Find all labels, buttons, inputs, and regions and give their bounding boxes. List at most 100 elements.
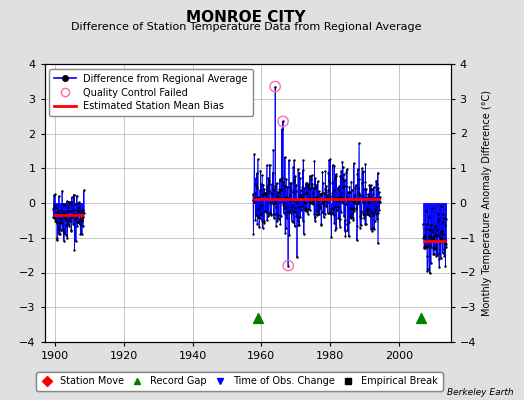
- Point: [287, 210, 295, 216]
- Point: [330, 162, 339, 169]
- Point: [316, 205, 324, 211]
- Point: [73, 223, 81, 229]
- Point: [333, 206, 341, 213]
- Point: [375, 189, 383, 195]
- Point: [260, 190, 269, 197]
- Point: [68, 194, 76, 200]
- Point: [276, 176, 284, 182]
- Point: [61, 216, 70, 222]
- Point: [299, 167, 307, 173]
- Point: [303, 181, 311, 187]
- Point: [69, 220, 77, 227]
- Point: [279, 210, 288, 216]
- Point: [368, 225, 377, 232]
- Point: [307, 176, 315, 182]
- Point: [309, 194, 318, 200]
- Point: [66, 218, 74, 225]
- Point: [304, 206, 312, 212]
- Point: [349, 217, 357, 224]
- Point: [372, 206, 380, 212]
- Point: [360, 199, 368, 206]
- Point: [291, 188, 300, 194]
- Point: [433, 225, 442, 232]
- Point: [294, 204, 303, 210]
- Point: [361, 179, 369, 185]
- Point: [276, 176, 284, 183]
- Point: [366, 194, 375, 200]
- Point: [338, 194, 346, 201]
- Point: [313, 208, 321, 214]
- Point: [350, 160, 358, 166]
- Point: [78, 215, 86, 222]
- Point: [258, 225, 267, 231]
- Point: [333, 204, 342, 210]
- Point: [361, 161, 369, 168]
- Point: [304, 182, 313, 188]
- Point: [260, 186, 268, 192]
- Point: [438, 228, 446, 234]
- Point: [267, 190, 276, 196]
- Point: [299, 231, 308, 237]
- Point: [423, 253, 432, 259]
- Point: [442, 244, 451, 251]
- Point: [329, 206, 337, 212]
- Point: [324, 187, 332, 193]
- Point: [346, 205, 354, 211]
- Point: [309, 201, 317, 208]
- Point: [429, 245, 437, 251]
- Point: [429, 234, 437, 241]
- Point: [254, 156, 262, 162]
- Point: [70, 246, 79, 253]
- Point: [351, 198, 359, 204]
- Point: [275, 189, 283, 196]
- Point: [64, 221, 72, 227]
- Point: [372, 178, 380, 184]
- Text: Difference of Station Temperature Data from Regional Average: Difference of Station Temperature Data f…: [71, 22, 421, 32]
- Point: [442, 240, 450, 247]
- Point: [255, 215, 264, 221]
- Point: [323, 210, 332, 216]
- Point: [282, 194, 291, 201]
- Point: [306, 199, 314, 206]
- Point: [421, 232, 429, 239]
- Point: [59, 228, 68, 234]
- Point: [350, 208, 358, 215]
- Point: [281, 154, 289, 160]
- Point: [271, 83, 279, 90]
- Point: [296, 175, 304, 181]
- Point: [283, 183, 292, 190]
- Point: [287, 198, 295, 204]
- Point: [297, 206, 305, 213]
- Point: [335, 183, 344, 189]
- Point: [424, 243, 432, 250]
- Point: [326, 156, 334, 162]
- Point: [354, 190, 363, 196]
- Point: [50, 192, 58, 198]
- Point: [252, 181, 260, 188]
- Point: [261, 189, 269, 196]
- Point: [58, 188, 66, 194]
- Point: [64, 204, 72, 210]
- Point: [428, 229, 436, 235]
- Point: [364, 191, 372, 197]
- Point: [359, 186, 368, 192]
- Point: [70, 201, 79, 208]
- Point: [248, 191, 257, 197]
- Point: [68, 199, 77, 205]
- Point: [309, 190, 317, 196]
- Point: [326, 210, 335, 217]
- Point: [254, 314, 262, 321]
- Point: [53, 219, 62, 226]
- Point: [293, 254, 301, 260]
- Point: [421, 244, 429, 250]
- Point: [76, 217, 84, 224]
- Point: [277, 186, 286, 193]
- Point: [78, 216, 86, 223]
- Point: [285, 184, 293, 190]
- Point: [337, 168, 345, 174]
- Point: [314, 198, 322, 205]
- Point: [63, 208, 71, 214]
- Point: [294, 166, 302, 172]
- Point: [74, 208, 82, 214]
- Point: [441, 222, 450, 228]
